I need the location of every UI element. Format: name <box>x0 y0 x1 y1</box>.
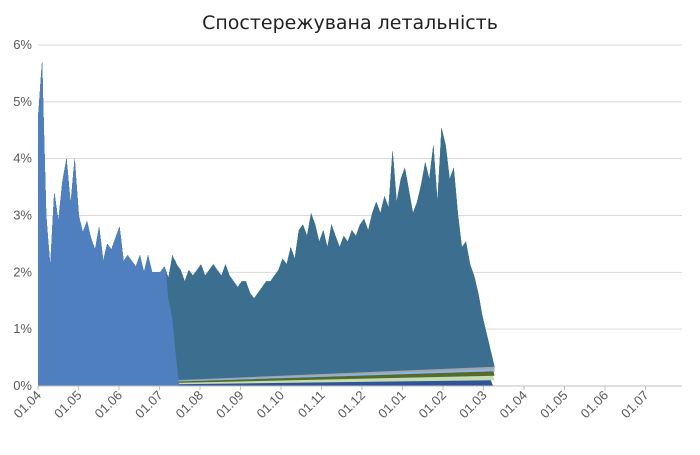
area-series-base <box>38 62 180 386</box>
x-tick-label: 01.07 <box>618 388 652 422</box>
x-tick-label: 01.10 <box>254 388 288 422</box>
x-tick-label: 01.01 <box>375 388 409 422</box>
y-tick-label: 0% <box>13 378 32 393</box>
x-tick-label: 01.02 <box>416 388 450 422</box>
x-tick-label: 01.07 <box>132 388 166 422</box>
x-tick-label: 01.05 <box>51 388 85 422</box>
y-tick-label: 6% <box>13 37 32 52</box>
y-tick-label: 1% <box>13 321 32 336</box>
y-tick-label: 4% <box>13 151 32 166</box>
x-tick-label: 01.12 <box>335 388 369 422</box>
x-tick-label: 01.09 <box>213 388 247 422</box>
x-tick-label: 01.04 <box>497 388 531 422</box>
x-tick-label: 01.05 <box>537 388 571 422</box>
area-series-layers <box>38 62 495 386</box>
y-tick-label: 2% <box>13 264 32 279</box>
chart-title: Спостережувана летальність <box>202 12 498 34</box>
x-tick-label: 01.06 <box>92 388 126 422</box>
y-tick-label: 5% <box>13 94 32 109</box>
x-tick-label: 01.11 <box>295 388 328 421</box>
x-tick-label: 01.08 <box>173 388 207 422</box>
y-tick-label: 3% <box>13 208 32 223</box>
x-tick-label: 01.06 <box>578 388 612 422</box>
x-tick-label: 01.03 <box>456 388 490 422</box>
